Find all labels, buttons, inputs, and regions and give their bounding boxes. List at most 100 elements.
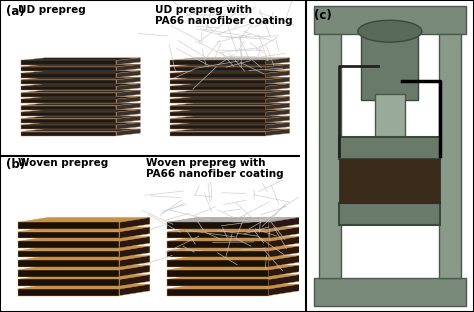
Bar <box>319 34 341 278</box>
Polygon shape <box>269 284 299 296</box>
Polygon shape <box>18 256 150 260</box>
Polygon shape <box>269 227 299 238</box>
Polygon shape <box>18 236 150 241</box>
Text: (c): (c) <box>314 9 332 22</box>
Polygon shape <box>18 241 119 248</box>
Polygon shape <box>167 280 269 286</box>
Polygon shape <box>21 93 117 97</box>
Polygon shape <box>117 103 140 110</box>
Bar <box>314 6 465 34</box>
Polygon shape <box>266 129 290 136</box>
Polygon shape <box>170 112 266 116</box>
Polygon shape <box>21 71 140 73</box>
Polygon shape <box>170 84 290 86</box>
Polygon shape <box>18 280 119 286</box>
Polygon shape <box>18 227 150 232</box>
Polygon shape <box>269 246 299 257</box>
Polygon shape <box>21 116 140 119</box>
Polygon shape <box>18 275 150 280</box>
Polygon shape <box>170 77 290 80</box>
Text: UD prepreg: UD prepreg <box>18 5 86 15</box>
Polygon shape <box>170 86 266 90</box>
Polygon shape <box>266 58 290 65</box>
Polygon shape <box>117 116 140 123</box>
Polygon shape <box>266 64 290 71</box>
Polygon shape <box>167 232 269 238</box>
Polygon shape <box>170 93 266 97</box>
Bar <box>375 94 405 140</box>
Polygon shape <box>170 106 266 110</box>
Polygon shape <box>117 64 140 71</box>
Polygon shape <box>167 256 299 260</box>
Polygon shape <box>170 67 266 71</box>
Polygon shape <box>167 265 299 270</box>
Polygon shape <box>117 90 140 97</box>
Polygon shape <box>117 71 140 78</box>
Polygon shape <box>170 103 290 106</box>
Polygon shape <box>117 84 140 90</box>
Polygon shape <box>21 103 140 106</box>
Polygon shape <box>170 116 290 119</box>
Polygon shape <box>170 119 266 123</box>
Polygon shape <box>170 123 290 125</box>
Polygon shape <box>266 123 290 129</box>
Polygon shape <box>21 110 140 112</box>
Polygon shape <box>21 61 117 65</box>
Polygon shape <box>18 289 119 296</box>
Polygon shape <box>170 64 290 67</box>
Bar <box>339 203 440 225</box>
Polygon shape <box>266 90 290 97</box>
Polygon shape <box>119 227 150 238</box>
Polygon shape <box>119 246 150 257</box>
Polygon shape <box>18 265 150 270</box>
Bar <box>339 159 440 203</box>
Polygon shape <box>170 129 290 132</box>
Polygon shape <box>18 284 150 289</box>
Polygon shape <box>119 275 150 286</box>
Polygon shape <box>170 61 266 65</box>
Polygon shape <box>21 129 140 132</box>
Polygon shape <box>21 125 117 129</box>
Polygon shape <box>266 110 290 116</box>
Polygon shape <box>269 236 299 248</box>
Text: (a): (a) <box>6 5 25 18</box>
Polygon shape <box>269 256 299 267</box>
Polygon shape <box>266 97 290 103</box>
Polygon shape <box>167 270 269 276</box>
Polygon shape <box>18 222 119 229</box>
Polygon shape <box>266 77 290 84</box>
Text: (b): (b) <box>6 158 25 171</box>
Polygon shape <box>266 84 290 90</box>
Polygon shape <box>21 97 140 99</box>
Bar <box>339 137 440 159</box>
Bar <box>438 34 461 278</box>
Polygon shape <box>170 97 290 99</box>
Polygon shape <box>117 129 140 136</box>
Polygon shape <box>21 84 140 86</box>
Polygon shape <box>167 217 299 222</box>
Polygon shape <box>21 106 117 110</box>
Text: UD prepreg with
PA66 nanofiber coating: UD prepreg with PA66 nanofiber coating <box>155 5 293 26</box>
Polygon shape <box>18 260 119 267</box>
Polygon shape <box>119 236 150 248</box>
Polygon shape <box>21 132 117 136</box>
Polygon shape <box>170 125 266 129</box>
Polygon shape <box>167 236 299 241</box>
Polygon shape <box>119 284 150 296</box>
Polygon shape <box>170 80 266 84</box>
Polygon shape <box>18 270 119 276</box>
Polygon shape <box>167 284 299 289</box>
Polygon shape <box>167 222 269 229</box>
Polygon shape <box>266 71 290 78</box>
Polygon shape <box>266 116 290 123</box>
Polygon shape <box>21 123 140 125</box>
Polygon shape <box>119 217 150 229</box>
Polygon shape <box>117 110 140 116</box>
Polygon shape <box>170 90 290 93</box>
Polygon shape <box>266 103 290 110</box>
Polygon shape <box>167 275 299 280</box>
Bar <box>314 278 465 306</box>
Ellipse shape <box>358 20 422 42</box>
Polygon shape <box>167 260 269 267</box>
Polygon shape <box>269 217 299 229</box>
